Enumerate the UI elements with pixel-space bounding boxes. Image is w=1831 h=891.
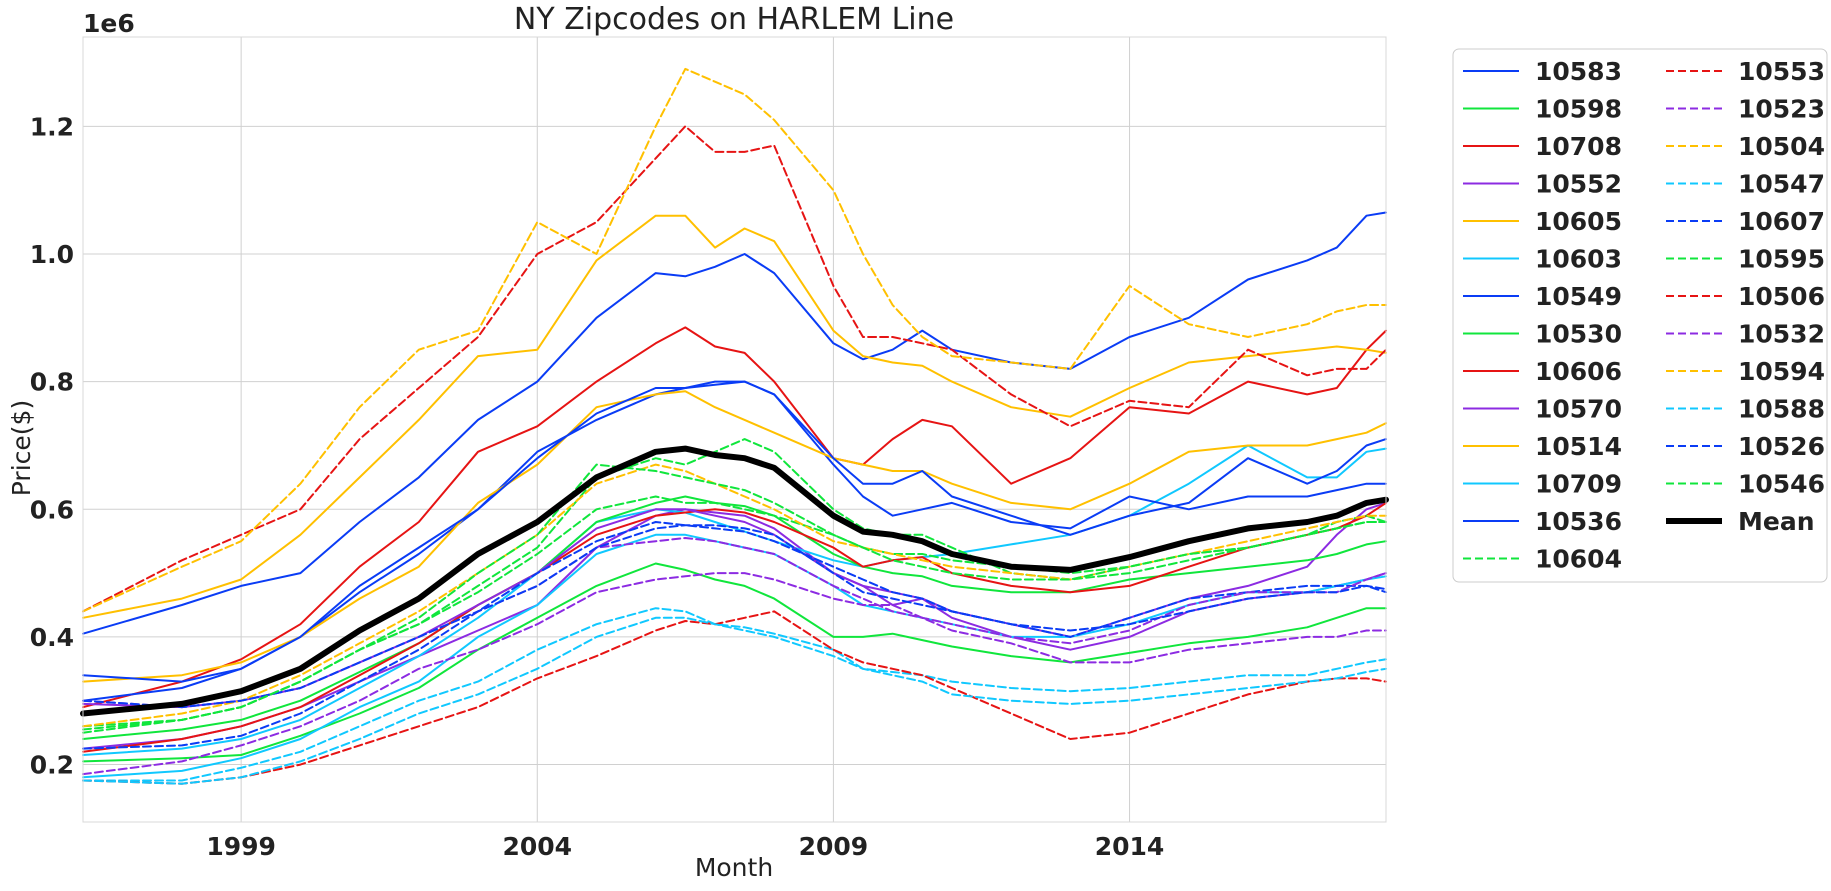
legend-label: 10709 <box>1535 470 1622 499</box>
series-line-10506 <box>82 610 1387 785</box>
legend-label: 10523 <box>1738 95 1825 124</box>
legend-label: 10598 <box>1535 95 1622 124</box>
series-line-10598 <box>82 562 1387 763</box>
x-tick-label: 2014 <box>1095 832 1165 861</box>
y-tick-labels: 0.2 0.4 0.6 0.8 1.0 1.2 <box>30 112 74 779</box>
legend-label: Mean <box>1738 507 1815 536</box>
series-line-10546 <box>82 463 1387 731</box>
series-line-10536 <box>82 380 1387 683</box>
series-line-10595 <box>82 495 1387 734</box>
legend-label: 10604 <box>1535 545 1622 574</box>
legend-label: 10546 <box>1738 470 1825 499</box>
legend-label: 10570 <box>1535 395 1622 424</box>
legend-label: 10514 <box>1535 432 1622 461</box>
x-tick-labels: 1999 2004 2009 2014 <box>206 832 1164 861</box>
legend-label: 10708 <box>1535 132 1622 161</box>
y-tick-label: 1.2 <box>30 112 74 141</box>
chart-title: NY Zipcodes on HARLEM Line <box>514 2 954 37</box>
legend-label: 10607 <box>1738 207 1825 236</box>
series-lines <box>80 67 1389 785</box>
series-line-10588 <box>82 616 1387 785</box>
y-tick-label: 1.0 <box>30 240 74 269</box>
series-line-10523 <box>82 572 1387 776</box>
legend-label: 10536 <box>1535 507 1622 536</box>
series-line-10606 <box>82 501 1387 753</box>
series-line-mean <box>80 445 1389 717</box>
legend-label: 10552 <box>1535 170 1622 199</box>
legend-label: 10549 <box>1535 282 1622 311</box>
series-line-10526 <box>82 524 1387 709</box>
x-tick-label: 1999 <box>206 832 276 861</box>
series-line-10514 <box>82 390 1387 683</box>
y-tick-label: 0.6 <box>30 495 74 524</box>
series-line-10708 <box>82 326 1387 709</box>
y-tick-label: 0.4 <box>30 623 74 652</box>
y-axis-label: Price($) <box>7 400 36 496</box>
series-line-10504 <box>82 67 1387 613</box>
legend-box <box>1452 48 1828 583</box>
legend-label: 10504 <box>1738 132 1825 161</box>
legend-label: 10594 <box>1738 357 1825 386</box>
series-line-10547 <box>82 607 1387 782</box>
series-line-10530 <box>82 495 1387 740</box>
series-line-10594 <box>82 463 1387 728</box>
x-tick-label: 2004 <box>502 832 572 861</box>
x-tick-label: 2009 <box>799 832 869 861</box>
series-line-10583 <box>82 211 1387 635</box>
plot-frame <box>82 36 1387 823</box>
y-scale-label: 1e6 <box>83 9 135 38</box>
gridlines <box>83 37 1386 822</box>
series-line-10549 <box>82 380 1387 702</box>
legend-label: 10603 <box>1535 245 1622 274</box>
legend-label: 10547 <box>1738 170 1825 199</box>
series-line-10603 <box>82 444 1387 756</box>
legend-label: 10530 <box>1535 320 1622 349</box>
legend-label: 10553 <box>1738 57 1825 86</box>
legend-label: 10595 <box>1738 245 1825 274</box>
legend: 10583 10598 10708 10552 10605 10603 10549 10530… <box>1452 48 1828 583</box>
legend-label: 10526 <box>1738 432 1825 461</box>
y-tick-label: 0.2 <box>30 751 74 780</box>
x-axis-label: Month <box>695 853 773 882</box>
series-line-10553 <box>82 125 1387 613</box>
legend-label: 10506 <box>1738 282 1825 311</box>
legend-label: 10583 <box>1535 57 1622 86</box>
series-line-10709 <box>82 533 1387 779</box>
series-line-10605 <box>82 214 1387 619</box>
legend-label: 10532 <box>1738 320 1825 349</box>
legend-label: 10605 <box>1535 207 1622 236</box>
legend-label: 10588 <box>1738 395 1825 424</box>
y-tick-label: 0.8 <box>30 368 74 397</box>
legend-label: 10606 <box>1535 357 1622 386</box>
